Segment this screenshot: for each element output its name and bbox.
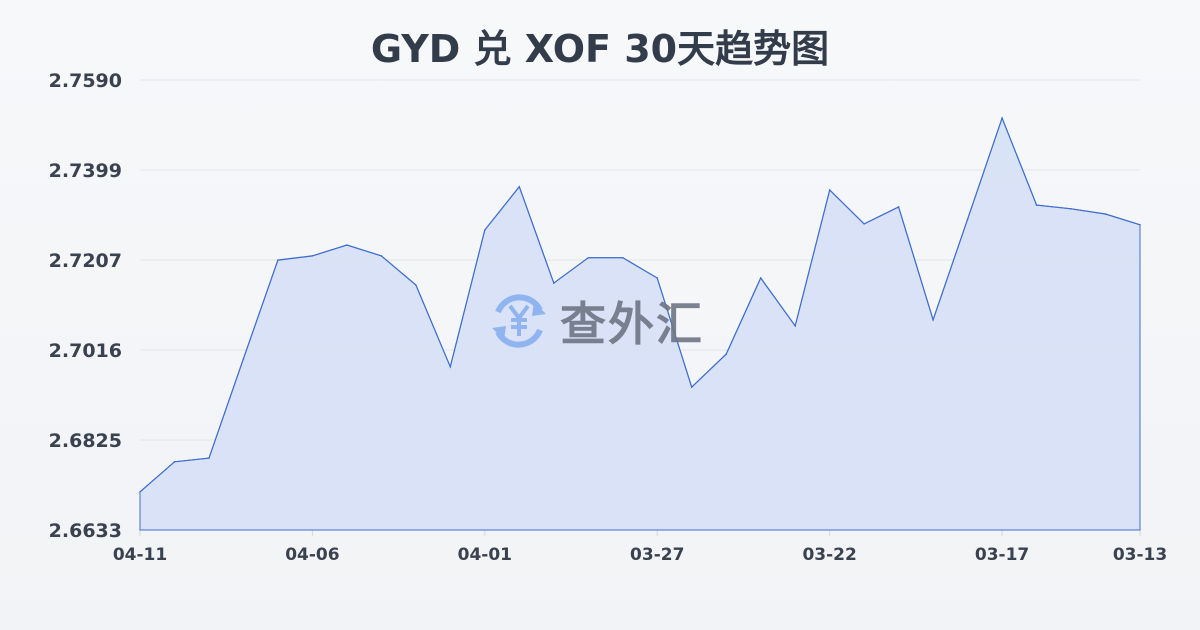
data-point-03-20 [897,206,900,208]
data-point-03-19 [932,319,934,321]
data-point-03-28 [621,256,624,259]
series-line [139,116,1141,493]
x-tick-label: 03-13 [1113,545,1167,565]
data-point-03-13 [1139,224,1141,226]
data-point-04-06 [311,255,314,257]
data-point-04-02 [449,366,452,368]
x-tick-label: 03-17 [975,545,1029,565]
data-point-03-23 [794,325,796,327]
data-point-04-07 [277,259,279,261]
y-tick-label: 2.7399 [49,160,122,182]
data-point-03-27 [656,277,659,279]
x-axis-ticks: 04-11 04-06 04-01 03-27 03-22 03-17 03-13 [113,530,1167,565]
data-points [139,117,1141,493]
x-tick-label: 03-27 [630,545,684,565]
watermark-text: 查外汇 [560,297,704,351]
data-point-03-30 [552,282,555,284]
data-point-04-11 [139,491,141,493]
data-point-04-01 [484,229,486,231]
data-point-03-16 [1035,204,1038,206]
data-point-04-10 [173,461,176,463]
data-point-04-04 [380,255,383,257]
data-point-03-18 [966,218,969,220]
data-point-03-31 [518,185,521,188]
x-tick-label: 04-01 [458,545,512,565]
x-tick-label: 03-22 [802,545,856,565]
data-point-04-03 [415,284,417,286]
y-axis-ticks: 2.7590 2.7399 2.7207 2.7016 2.6825 2.6633 [49,70,122,542]
x-tick-label: 04-11 [113,545,167,565]
data-point-03-25 [725,353,728,355]
chart-title: GYD 兑 XOF 30天趋势图 [370,27,830,71]
data-point-03-22 [828,189,831,191]
data-point-03-15 [1070,208,1072,210]
data-point-04-05 [346,244,348,246]
data-point-03-29 [587,256,590,259]
y-tick-label: 2.7590 [49,70,122,92]
data-point-03-21 [863,223,865,225]
data-point-04-09 [208,457,210,459]
y-tick-label: 2.7016 [49,340,122,362]
watermark: 查外汇 [488,288,704,354]
data-point-04-08 [242,358,245,360]
data-point-03-14 [1104,213,1107,215]
data-point-03-24 [759,277,762,279]
yuan-exchange-icon [492,294,546,348]
y-tick-label: 2.6825 [49,430,122,452]
data-point-03-17 [1001,117,1003,119]
y-tick-label: 2.6633 [49,520,122,542]
y-tick-label: 2.7207 [49,250,122,272]
x-tick-label: 04-06 [285,545,339,565]
data-point-03-26 [690,386,693,388]
